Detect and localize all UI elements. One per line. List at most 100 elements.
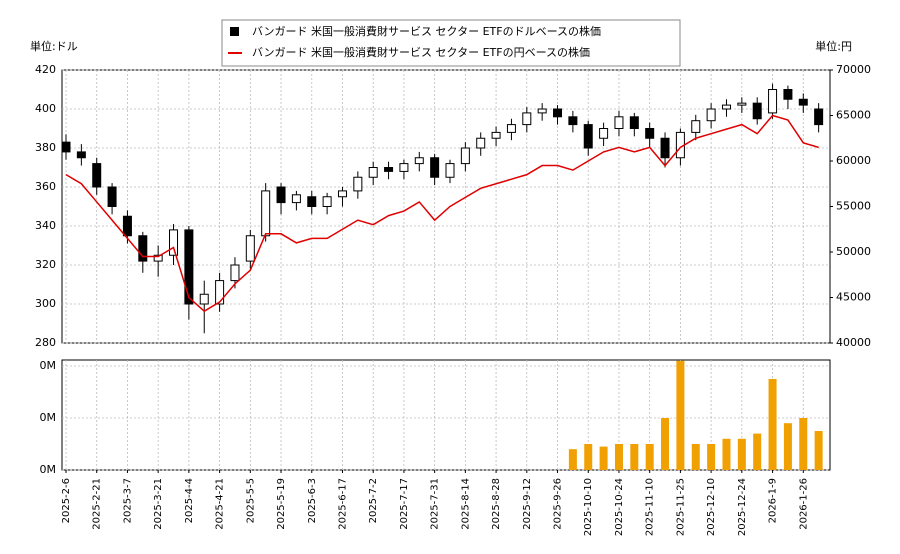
- y2-tick-label: 70000: [836, 63, 871, 76]
- candle-body: [614, 116, 624, 130]
- legend-label: バンガード 米国一般消費財サービス セクター ETFの円ベースの株価: [252, 45, 590, 59]
- candle-body: [460, 147, 470, 165]
- candle-body: [184, 229, 194, 305]
- candle-body: [92, 163, 102, 188]
- x-tick-label: 2025-7-2: [368, 478, 379, 523]
- y-tick-label: 340: [35, 219, 56, 232]
- bar: [722, 438, 731, 470]
- candle-body: [768, 89, 778, 114]
- candle-body: [230, 264, 240, 282]
- y2-tick-label: 50000: [836, 245, 871, 258]
- y-unit-label: 単位:ドル: [30, 39, 78, 53]
- candle-body: [337, 190, 347, 198]
- candle-body: [798, 98, 808, 106]
- candle-body: [522, 112, 532, 126]
- bar: [614, 443, 623, 470]
- candle-body: [414, 157, 424, 165]
- y2-tick-label: 40000: [836, 336, 871, 349]
- x-tick-label: 2025-2-21: [92, 478, 103, 530]
- candle-body: [783, 89, 793, 100]
- candle-body: [138, 235, 148, 262]
- candle-body: [645, 128, 655, 139]
- y2-tick-label: 60000: [836, 154, 871, 167]
- x-tick-label: 2025-8-14: [460, 478, 471, 530]
- candle-body: [691, 120, 701, 133]
- x-tick-label: 2025-8-28: [491, 478, 502, 530]
- bar: [737, 438, 746, 470]
- y-tick-label: 0M: [40, 359, 57, 372]
- x-tick-label: 2026-1-26: [798, 478, 809, 530]
- y-tick-label: 400: [35, 102, 56, 115]
- candle-body: [399, 163, 409, 172]
- candle-body: [506, 124, 516, 133]
- candle-body: [199, 293, 209, 305]
- candle-body: [307, 196, 317, 207]
- legend-label: バンガード 米国一般消費財サービス セクター ETFのドルベースの株価: [252, 24, 601, 38]
- candle-body: [169, 229, 179, 256]
- y-tick-label: 420: [35, 63, 56, 76]
- candle-body: [276, 186, 286, 204]
- x-tick-label: 2025-6-17: [337, 478, 348, 530]
- candle-body: [107, 186, 117, 207]
- y2-tick-label: 45000: [836, 291, 871, 304]
- bar: [568, 449, 577, 470]
- bar: [676, 360, 685, 470]
- candle-body: [660, 137, 670, 159]
- x-tick-label: 2025-4-21: [215, 478, 226, 530]
- candle-body: [384, 167, 394, 172]
- candle-body: [537, 108, 547, 114]
- x-tick-label: 2025-5-5: [245, 478, 256, 523]
- x-tick-label: 2025-10-24: [614, 478, 625, 536]
- bar: [814, 430, 823, 470]
- candle-body: [814, 108, 824, 126]
- candle-body: [629, 116, 639, 130]
- y-tick-label: 0M: [40, 411, 57, 424]
- bar: [691, 443, 700, 470]
- bar: [768, 378, 777, 470]
- y-tick-label: 280: [35, 336, 56, 349]
- y2-unit-label: 単位:円: [815, 39, 852, 53]
- candle-body: [568, 116, 578, 126]
- bar: [599, 446, 608, 470]
- y-tick-label: 0M: [40, 463, 57, 476]
- x-tick-label: 2025-11-10: [645, 478, 656, 536]
- bar: [645, 443, 654, 470]
- bar: [584, 443, 593, 470]
- candle-body: [261, 190, 271, 237]
- candle-body: [476, 137, 486, 149]
- candle-body: [368, 167, 378, 178]
- x-tick-label: 2025-7-31: [430, 478, 441, 530]
- candle-body: [76, 151, 86, 159]
- candle-body: [721, 104, 731, 110]
- x-tick-label: 2025-6-3: [307, 478, 318, 523]
- candle-body: [599, 128, 609, 139]
- x-tick-label: 2025-4-4: [184, 478, 195, 523]
- candle-body: [215, 280, 225, 305]
- y2-tick-label: 55000: [836, 200, 871, 213]
- y-tick-label: 300: [35, 297, 56, 310]
- bar: [753, 433, 762, 470]
- candle-body: [122, 215, 132, 237]
- candle-body: [353, 176, 363, 192]
- candle-body: [553, 108, 563, 118]
- candle-body: [445, 163, 455, 178]
- candle-body: [291, 194, 301, 204]
- x-tick-label: 2025-9-26: [553, 478, 564, 530]
- candle-body: [322, 196, 332, 207]
- x-tick-label: 2025-3-7: [122, 478, 133, 523]
- x-tick-label: 2026-1-9: [768, 478, 779, 523]
- x-tick-label: 2025-2-6: [61, 478, 72, 523]
- y-tick-label: 320: [35, 258, 56, 271]
- candle-body: [583, 124, 593, 149]
- bar: [799, 417, 808, 470]
- x-tick-label: 2025-12-24: [737, 478, 748, 536]
- legend-swatch: [230, 27, 239, 36]
- x-tick-label: 2025-3-21: [153, 478, 164, 530]
- candle-body: [737, 102, 747, 106]
- candle-body: [752, 102, 762, 120]
- candle-body: [491, 131, 501, 139]
- y-tick-label: 360: [35, 180, 56, 193]
- candle-body: [430, 157, 440, 178]
- x-tick-label: 2025-11-25: [675, 478, 686, 536]
